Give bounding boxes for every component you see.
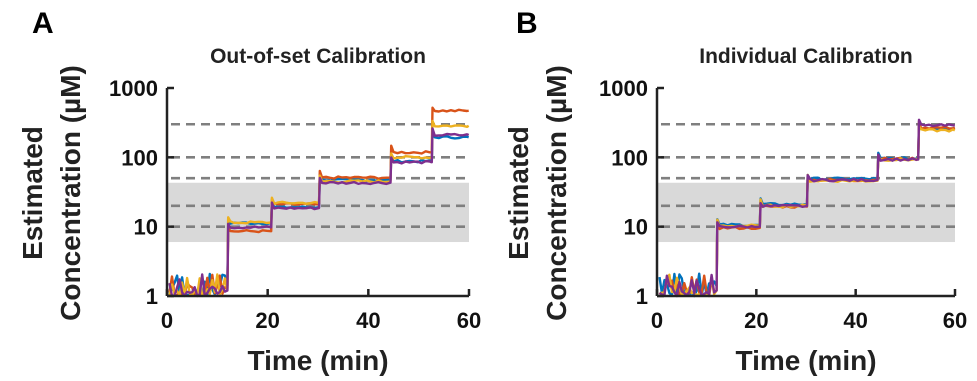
chart-panel-b: B Individual Calibration 1 10 100 1000 0 20 40…: [503, 7, 967, 376]
x-axis-label: Time (min): [735, 345, 876, 376]
x-axis-label: Time (min): [247, 345, 388, 376]
y-axis-label-line1: Estimated: [17, 126, 48, 260]
x-tick-label: 60: [943, 308, 967, 333]
y-tick-label: 10: [624, 215, 648, 240]
chart-title: Individual Calibration: [699, 45, 913, 68]
y-axis-label-line1: Estimated: [503, 126, 534, 260]
chart-title: Out-of-set Calibration: [210, 45, 426, 68]
shaded-band: [657, 182, 955, 243]
panel-label: B: [516, 7, 538, 40]
y-axis-label-line2: Concentration (µM): [541, 65, 572, 321]
x-tick-label: 40: [356, 308, 380, 333]
chart-panel-a: A Out-of-set Calibration 1 10 100 1000 0 20 40…: [17, 7, 481, 376]
series-line: [168, 127, 470, 298]
y-tick-label: 100: [121, 145, 158, 170]
y-tick-label: 10: [134, 215, 158, 240]
panel-label: A: [32, 7, 54, 40]
x-tick-label: 0: [161, 308, 173, 333]
series-line: [658, 118, 955, 298]
x-tick-label: 60: [457, 308, 481, 333]
y-tick-label: 1: [146, 284, 158, 309]
x-tick-label: 20: [744, 308, 768, 333]
plot-area: 1 10 100 1000 0 20 40 60: [109, 76, 481, 333]
y-tick-label: 100: [611, 145, 648, 170]
y-tick-label: 1: [636, 284, 648, 309]
shaded-band: [167, 182, 469, 243]
y-tick-label: 1000: [109, 76, 158, 101]
x-tick-label: 20: [255, 308, 279, 333]
y-tick-label: 1000: [599, 76, 648, 101]
y-axis-label-line2: Concentration (µM): [55, 65, 86, 321]
plot-area: 1 10 100 1000 0 20 40 60: [599, 76, 967, 333]
x-tick-label: 40: [843, 308, 867, 333]
x-tick-label: 0: [651, 308, 663, 333]
